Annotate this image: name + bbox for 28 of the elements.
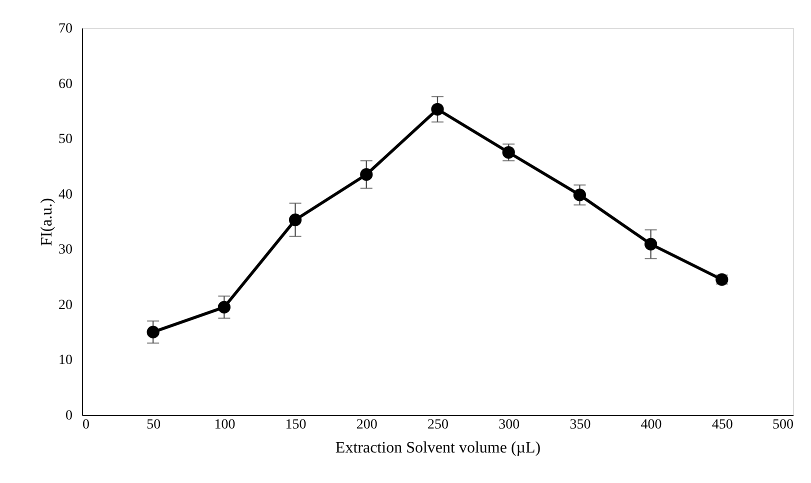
- x-tick-label: 50: [146, 418, 161, 432]
- y-tick-label: 20: [58, 298, 72, 313]
- x-tick-label: 250: [428, 418, 448, 432]
- x-tick-label: 150: [285, 418, 306, 432]
- point: [218, 300, 231, 314]
- y-tick-label: 70: [58, 22, 72, 36]
- y-tick-label: 40: [58, 187, 72, 202]
- x-tick-label: 200: [356, 418, 378, 432]
- y-tick-label: 30: [58, 242, 72, 258]
- x-tick-label: 350: [570, 418, 591, 432]
- y-tick-label: 60: [58, 76, 72, 92]
- point: [502, 146, 515, 159]
- point: [573, 188, 586, 202]
- x-axis-title: Extraction Solvent volume (µL): [335, 440, 541, 456]
- point: [431, 102, 444, 116]
- x-tick-label: 400: [640, 418, 662, 432]
- x-tick-label: 450: [712, 418, 733, 432]
- point: [288, 214, 302, 226]
- x-tick-label: 500: [772, 418, 794, 432]
- point: [644, 238, 658, 250]
- y-tick-label: 10: [58, 353, 72, 368]
- x-tick-label: 0: [82, 418, 90, 432]
- y-tick-label: 50: [58, 132, 72, 148]
- point: [360, 168, 373, 181]
- y-axis-title: FI(a.u.): [38, 198, 56, 246]
- point: [146, 326, 160, 338]
- x-tick-label: 100: [214, 418, 236, 432]
- x-tick-label: 300: [498, 418, 520, 432]
